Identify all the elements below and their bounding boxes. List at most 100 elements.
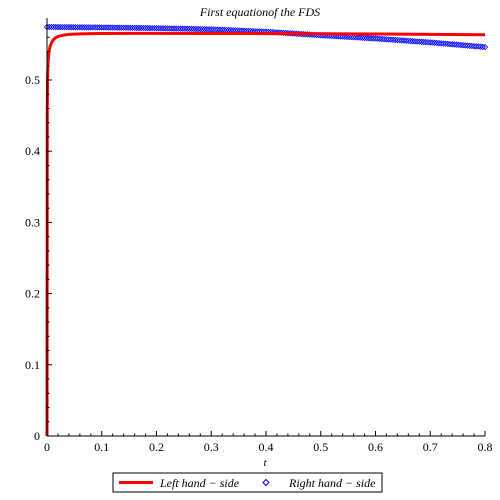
rhs-marker <box>383 36 390 43</box>
rhs-marker <box>365 35 373 42</box>
rhs-marker <box>464 42 471 49</box>
rhs-marker <box>74 24 81 31</box>
y-tick-label: 0 <box>34 429 40 443</box>
rhs-marker <box>400 37 408 44</box>
rhs-marker <box>370 35 377 42</box>
rhs-marker <box>78 24 86 31</box>
rhs-marker <box>341 33 349 40</box>
rhs-marker <box>470 43 478 50</box>
rhs-marker <box>100 24 108 31</box>
rhs-marker <box>359 34 366 41</box>
rhs-marker <box>52 23 59 31</box>
rhs-marker <box>72 24 79 31</box>
rhs-marker <box>183 25 191 32</box>
rhs-marker <box>96 24 103 31</box>
rhs-marker <box>59 23 66 31</box>
rhs-marker <box>48 23 55 31</box>
rhs-marker <box>133 24 140 32</box>
rhs-marker <box>194 25 202 33</box>
rhs-marker <box>188 25 195 33</box>
rhs-marker <box>418 38 425 45</box>
rhs-marker <box>201 26 208 33</box>
rhs-marker <box>70 24 77 31</box>
x-tick-label: 0.5 <box>313 440 328 454</box>
x-tick-label: 0.7 <box>423 440 438 454</box>
x-tick-label: 0.1 <box>94 440 109 454</box>
rhs-marker <box>67 24 75 31</box>
rhs-marker <box>357 34 364 41</box>
rhs-marker <box>477 43 484 50</box>
rhs-marker <box>138 24 145 32</box>
rhs-marker <box>275 29 283 36</box>
rhs-marker <box>50 23 57 31</box>
rhs-markers <box>43 23 489 51</box>
rhs-marker <box>164 25 171 32</box>
rhs-marker <box>475 43 482 50</box>
rhs-marker <box>155 25 162 32</box>
rhs-marker <box>278 29 285 36</box>
rhs-marker <box>144 24 151 32</box>
rhs-marker <box>166 25 173 32</box>
rhs-marker <box>392 36 399 44</box>
rhs-marker <box>186 25 193 33</box>
rhs-marker <box>411 38 419 45</box>
rhs-marker <box>354 34 362 41</box>
rhs-marker <box>175 25 182 32</box>
rhs-marker <box>398 37 405 44</box>
rhs-marker <box>335 33 342 40</box>
legend: Left hand − side Right hand − side <box>112 472 383 493</box>
rhs-marker <box>87 24 94 31</box>
rhs-marker <box>413 38 421 45</box>
rhs-marker <box>394 36 401 44</box>
rhs-marker <box>116 24 123 31</box>
rhs-marker <box>453 41 460 48</box>
rhs-marker <box>422 38 430 46</box>
rhs-marker <box>56 23 64 31</box>
rhs-marker <box>92 24 99 31</box>
x-tick-label: 0.6 <box>368 440 383 454</box>
rhs-marker <box>162 25 169 32</box>
rhs-marker <box>438 40 445 47</box>
rhs-marker <box>431 39 438 46</box>
rhs-marker <box>89 24 97 31</box>
rhs-marker <box>157 25 165 32</box>
rhs-marker <box>65 23 73 31</box>
rhs-marker <box>94 24 101 31</box>
rhs-marker <box>151 24 158 32</box>
rhs-marker <box>197 25 204 33</box>
rhs-marker <box>129 24 136 32</box>
y-tick-label: 0.2 <box>25 287 40 301</box>
rhs-marker <box>455 41 462 49</box>
rhs-marker <box>350 34 357 41</box>
rhs-marker <box>63 23 70 31</box>
y-tick-label: 0.4 <box>25 144 40 158</box>
rhs-marker <box>179 25 186 32</box>
rhs-marker <box>348 33 355 41</box>
rhs-marker <box>337 33 344 40</box>
rhs-marker <box>81 24 88 31</box>
rhs-marker <box>109 24 116 31</box>
x-tick-label: 0.3 <box>204 440 219 454</box>
rhs-marker <box>385 36 392 43</box>
x-tick-label: 0.2 <box>149 440 164 454</box>
x-axis-label: t <box>263 457 267 469</box>
rhs-marker <box>378 35 386 43</box>
rhs-marker <box>122 24 130 31</box>
axes: 0 0.1 0.2 0.3 0.4 0.5 0.6 0.7 0.8 0 0.1 0.2 0.3 0.4 0.… <box>25 18 493 454</box>
rhs-marker <box>389 36 397 43</box>
legend-box <box>112 472 383 493</box>
rhs-marker <box>113 24 121 31</box>
rhs-marker <box>85 24 92 31</box>
rhs-marker <box>159 25 167 32</box>
rhs-marker <box>424 39 432 46</box>
y-tick-label: 0.5 <box>25 73 40 87</box>
rhs-marker <box>427 39 434 46</box>
rhs-marker <box>170 25 178 32</box>
rhs-marker <box>442 40 449 47</box>
y-tick-label: 0.3 <box>25 215 40 229</box>
rhs-marker <box>173 25 180 32</box>
rhs-marker <box>124 24 132 31</box>
rhs-marker <box>135 24 143 32</box>
rhs-marker <box>118 24 125 31</box>
